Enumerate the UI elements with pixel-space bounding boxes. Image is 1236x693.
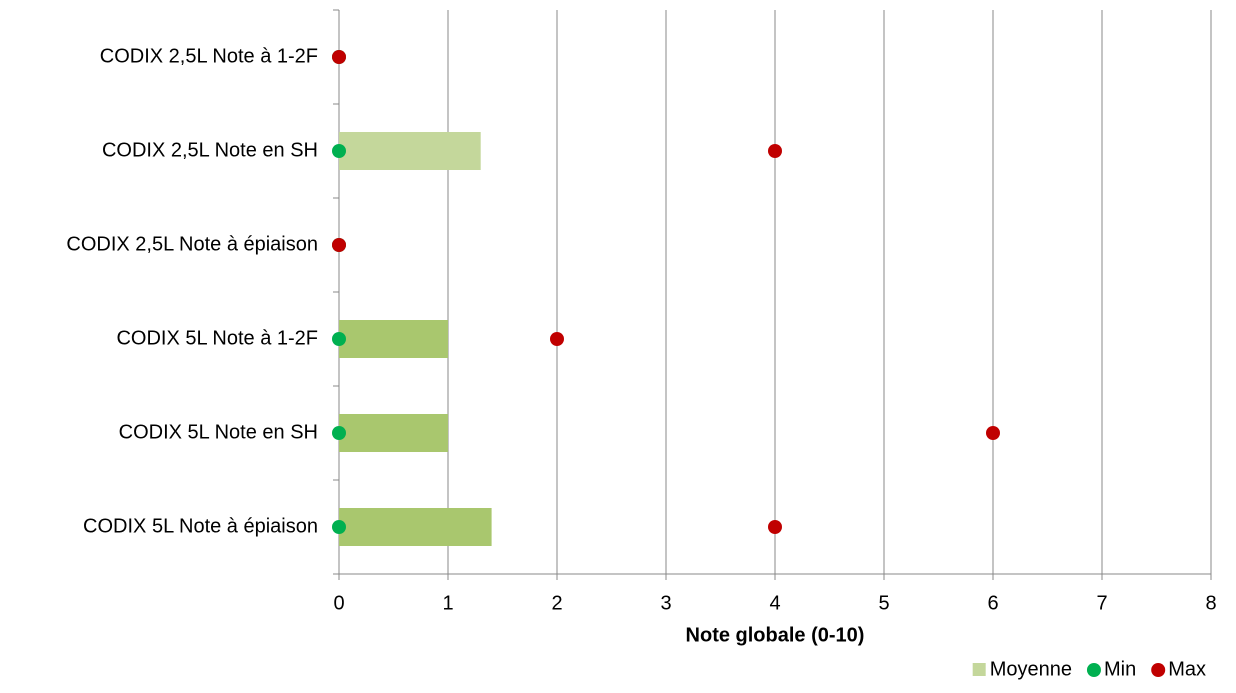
x-tick-label: 0 — [333, 592, 344, 614]
dot — [332, 144, 346, 158]
dot — [332, 520, 346, 534]
dot — [550, 332, 564, 346]
dot — [332, 426, 346, 440]
legend-label: Max — [1168, 658, 1206, 680]
x-tick-label: 6 — [987, 592, 998, 614]
x-tick-label: 8 — [1205, 592, 1216, 614]
legend-swatch — [1086, 663, 1101, 677]
y-tick-label: CODIX 5L Note à 1-2F — [116, 327, 318, 349]
x-tick-label: 3 — [660, 592, 671, 614]
y-tick-label: CODIX 2,5L Note en SH — [102, 139, 318, 161]
bar — [339, 508, 492, 546]
legend-swatch — [1151, 663, 1166, 677]
y-tick-label: CODIX 2,5L Note à 1-2F — [100, 45, 318, 67]
dot — [332, 238, 346, 252]
dot — [986, 426, 1000, 440]
x-axis-title: Note globale (0-10) — [686, 624, 865, 646]
x-tick-label: 5 — [878, 592, 889, 614]
bar — [339, 132, 481, 170]
x-tick-label: 4 — [769, 592, 780, 614]
y-tick-label: CODIX 5L Note à épiaison — [83, 515, 318, 537]
legend-label: Min — [1104, 658, 1136, 680]
dot — [332, 50, 346, 64]
x-tick-label: 1 — [442, 592, 453, 614]
legend-swatch — [972, 663, 986, 676]
dot — [332, 332, 346, 346]
dot — [768, 520, 782, 534]
legend-label: Moyenne — [990, 658, 1072, 680]
y-tick-label: CODIX 5L Note en SH — [119, 421, 318, 443]
y-tick-label: CODIX 2,5L Note à épiaison — [66, 233, 318, 255]
bar — [339, 320, 448, 358]
x-tick-label: 2 — [551, 592, 562, 614]
dot — [768, 144, 782, 158]
bar — [339, 414, 448, 452]
x-tick-label: 7 — [1096, 592, 1107, 614]
